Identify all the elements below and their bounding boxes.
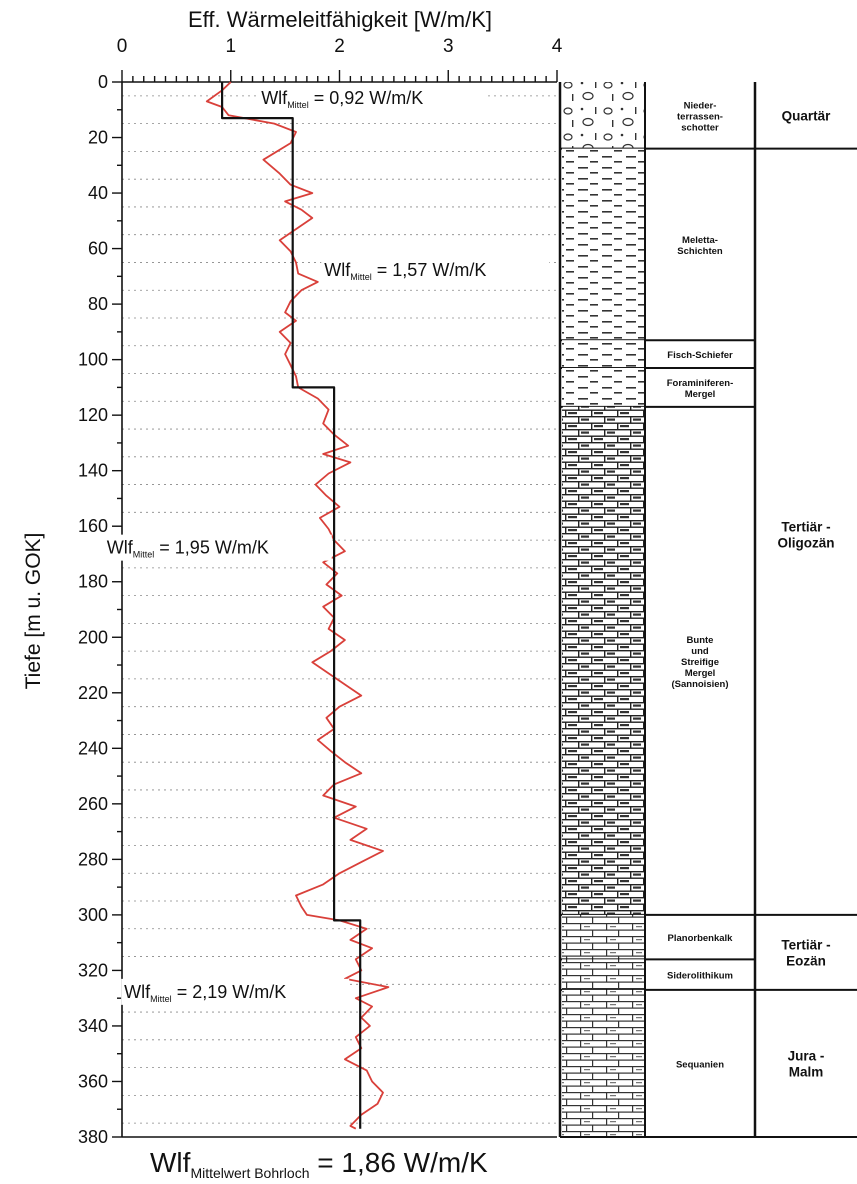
- mean-annotation: WlfMittel = 1,57 W/m/K: [324, 260, 486, 282]
- lithology-fill: [562, 406, 644, 915]
- y-tick-label: 80: [88, 294, 108, 314]
- y-tick-label: 0: [98, 72, 108, 92]
- formation-label: Nieder-terrassen-schotter: [677, 100, 723, 133]
- x-tick-label: 4: [552, 36, 563, 57]
- borehole-mean-label: WlfMittelwert Bohrloch = 1,86 W/m/K: [150, 1147, 488, 1181]
- x-axis-label: Eff. Wärmeleitfähigkeit [W/m/K]: [188, 7, 492, 32]
- y-tick-label: 100: [78, 350, 108, 370]
- plot-area: 0 1 2 3 402040608010012014016018020022024026…: [78, 36, 563, 1181]
- y-tick-label: 280: [78, 849, 108, 869]
- measured-series-line: [205, 81, 390, 1130]
- y-tick-label: 60: [88, 239, 108, 259]
- lithology-fill: [562, 82, 644, 149]
- formation-label: Sequanien: [676, 1059, 724, 1070]
- y-tick-label: 220: [78, 683, 108, 703]
- y-tick-label: 360: [78, 1071, 108, 1091]
- y-tick-label: 380: [78, 1127, 108, 1147]
- formation-label: Meletta-Schichten: [677, 235, 723, 257]
- stratigraphy-column: Nieder-terrassen-schotter Meletta-Schicht…: [558, 82, 857, 1138]
- period-label: Jura -Malm: [788, 1048, 825, 1079]
- y-tick-label: 120: [78, 405, 108, 425]
- y-tick-label: 320: [78, 960, 108, 980]
- y-tick-label: 200: [78, 627, 108, 647]
- annotation-background: [258, 84, 487, 111]
- y-tick-label: 180: [78, 572, 108, 592]
- x-tick-label: 2: [334, 36, 345, 57]
- mean-annotation: WlfMittel = 1,95 W/m/K: [107, 538, 269, 560]
- y-tick-label: 140: [78, 461, 108, 481]
- lithology-fill: [562, 367, 644, 407]
- annotation-background: [321, 257, 550, 284]
- y-tick-label: 260: [78, 794, 108, 814]
- y-tick-label: 40: [88, 183, 108, 203]
- lithology-fill: [562, 989, 644, 1137]
- y-tick-label: 300: [78, 905, 108, 925]
- x-tick-label: 3: [443, 36, 454, 57]
- x-tick-label: 0: [117, 36, 128, 57]
- x-tick-label: 1: [225, 36, 236, 57]
- formation-label: Planorbenkalk: [668, 933, 734, 944]
- y-axis-label: Tiefe [m u. GOK]: [22, 533, 45, 690]
- period-label: Tertiär -Oligozän: [778, 520, 835, 551]
- formation-label: Bunte und Streifige Mergel (Sannoisien): [671, 635, 728, 690]
- mean-annotation: WlfMittel = 2,19 W/m/K: [124, 982, 286, 1004]
- formation-label: Foraminiferen-Mergel: [667, 378, 734, 400]
- period-label: Tertiär -Eozän: [781, 937, 830, 968]
- y-tick-label: 340: [78, 1016, 108, 1036]
- annotation-background: [121, 978, 350, 1005]
- period-label: Quartär: [782, 108, 832, 123]
- formation-label: Fisch-Schiefer: [667, 350, 733, 361]
- mean-series-line: [221, 82, 362, 1129]
- lithology-fill: [562, 340, 644, 368]
- lithology-fill: [562, 959, 644, 990]
- y-tick-label: 160: [78, 516, 108, 536]
- formation-label: Siderolithikum: [667, 971, 733, 982]
- lithology-fill: [562, 148, 644, 341]
- y-tick-label: 20: [88, 128, 108, 148]
- mean-annotation: WlfMittel = 0,92 W/m/K: [261, 88, 423, 110]
- y-tick-label: 240: [78, 738, 108, 758]
- lithology-fill: [562, 914, 644, 960]
- annotation-background: [103, 534, 332, 561]
